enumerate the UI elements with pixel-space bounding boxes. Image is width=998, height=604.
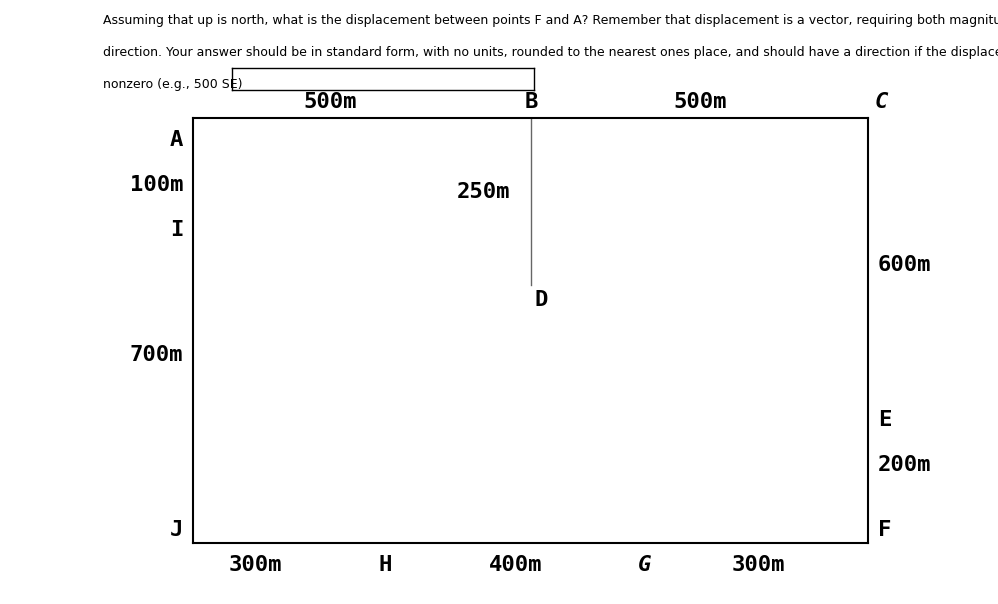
Text: G: G <box>639 555 652 575</box>
Text: 700m: 700m <box>130 345 183 365</box>
Text: E: E <box>878 410 891 430</box>
Text: 300m: 300m <box>229 555 281 575</box>
Text: F: F <box>878 520 891 540</box>
Text: A: A <box>170 130 183 150</box>
Text: 250m: 250m <box>456 182 510 202</box>
Text: 400m: 400m <box>489 555 543 575</box>
Text: 600m: 600m <box>878 255 931 275</box>
Text: 500m: 500m <box>303 92 356 112</box>
Text: direction. Your answer should be in standard form, with no units, rounded to the: direction. Your answer should be in stan… <box>103 46 998 59</box>
Text: J: J <box>170 520 183 540</box>
Text: Assuming that up is north, what is the displacement between points F and A? Reme: Assuming that up is north, what is the d… <box>103 14 998 27</box>
Text: H: H <box>378 555 391 575</box>
Text: 300m: 300m <box>732 555 784 575</box>
Text: 200m: 200m <box>878 455 931 475</box>
Text: 100m: 100m <box>130 175 183 195</box>
Text: I: I <box>170 220 183 240</box>
Text: D: D <box>535 290 548 310</box>
Text: nonzero (e.g., 500 SE): nonzero (e.g., 500 SE) <box>103 78 243 91</box>
Text: 500m: 500m <box>674 92 727 112</box>
Text: B: B <box>524 92 538 112</box>
Text: C: C <box>875 92 888 112</box>
